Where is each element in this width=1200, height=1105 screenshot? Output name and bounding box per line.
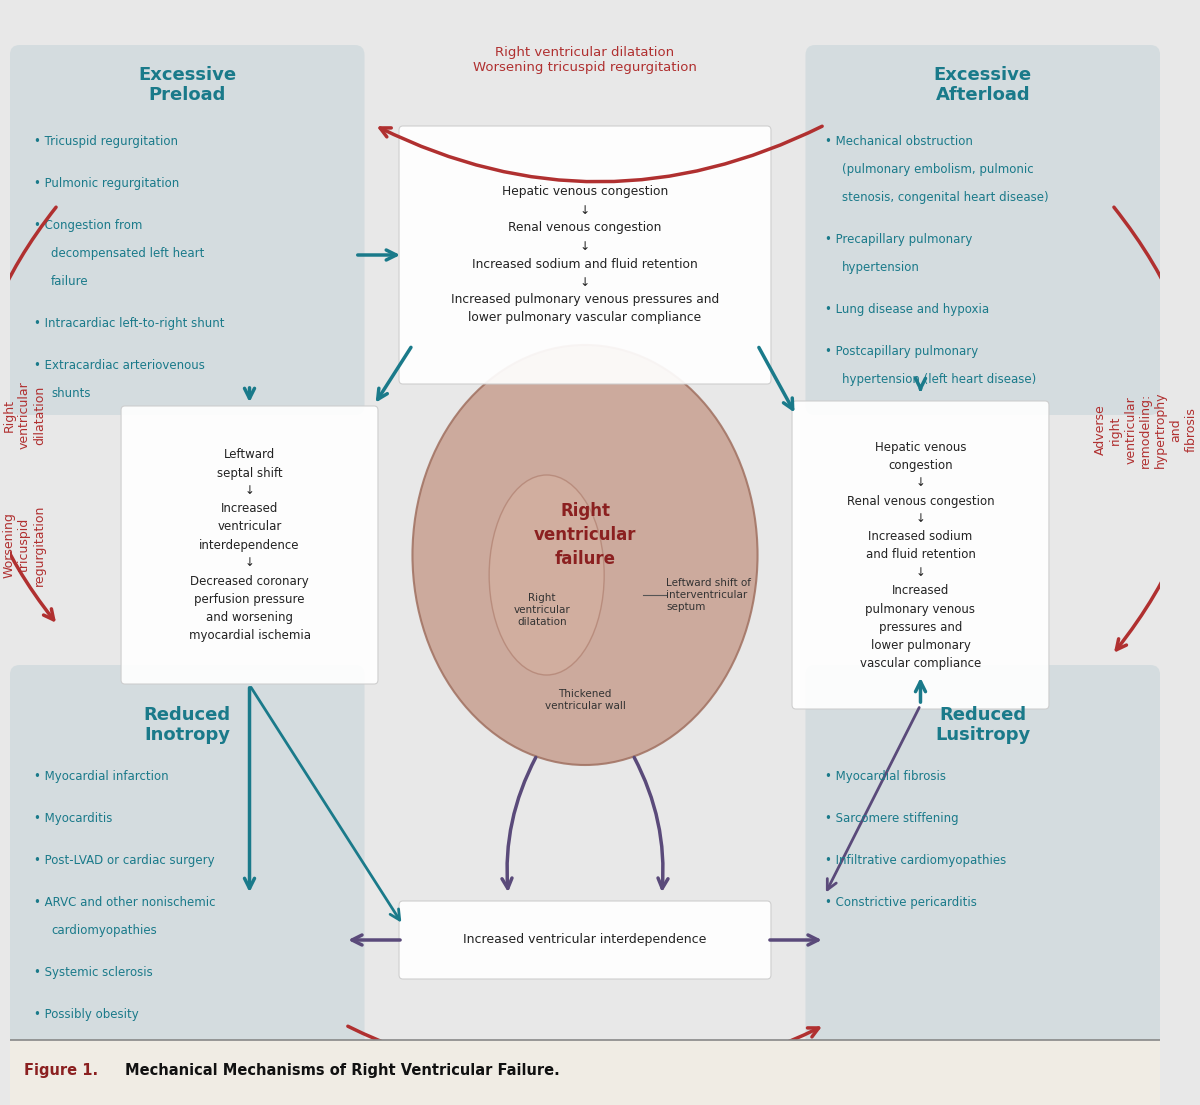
Text: Right
ventricular
dilatation: Right ventricular dilatation (2, 381, 46, 449)
Text: • Myocarditis: • Myocarditis (34, 812, 113, 825)
FancyBboxPatch shape (792, 401, 1049, 709)
FancyArrowPatch shape (635, 757, 668, 888)
Text: • Constrictive pericarditis: • Constrictive pericarditis (824, 896, 977, 909)
FancyBboxPatch shape (805, 45, 1160, 415)
FancyArrowPatch shape (0, 207, 56, 620)
Text: Hepatic venous congestion
↓
Renal venous congestion
↓
Increased sodium and fluid: Hepatic venous congestion ↓ Renal venous… (451, 186, 719, 325)
Text: Worsening
tricuspid
regurgitation: Worsening tricuspid regurgitation (2, 504, 46, 586)
Text: Excessive
Preload: Excessive Preload (138, 65, 236, 104)
FancyBboxPatch shape (10, 665, 365, 1065)
FancyBboxPatch shape (121, 406, 378, 684)
Text: hypertension: hypertension (842, 261, 919, 274)
Text: Excessive
Afterload: Excessive Afterload (934, 65, 1032, 104)
FancyBboxPatch shape (400, 901, 770, 979)
Text: • Mechanical obstruction: • Mechanical obstruction (824, 135, 972, 148)
Text: • Tricuspid regurgitation: • Tricuspid regurgitation (34, 135, 178, 148)
Text: Mechanical Mechanisms of Right Ventricular Failure.: Mechanical Mechanisms of Right Ventricul… (125, 1063, 559, 1077)
Text: • Possibly obesity: • Possibly obesity (34, 1008, 138, 1021)
Text: decompensated left heart: decompensated left heart (52, 248, 204, 260)
Text: • Lung disease and hypoxia: • Lung disease and hypoxia (824, 303, 989, 316)
Text: Right ventricular dilatation
Worsening tricuspid regurgitation: Right ventricular dilatation Worsening t… (473, 46, 697, 74)
Text: • Congestion from: • Congestion from (34, 219, 143, 232)
FancyArrowPatch shape (502, 757, 535, 888)
Text: • Pulmonic regurgitation: • Pulmonic regurgitation (34, 177, 179, 190)
Text: • Myocardial infarction: • Myocardial infarction (34, 770, 168, 783)
Text: cardiomyopathies: cardiomyopathies (52, 924, 157, 937)
Text: Adverse
right
ventricular
remodeling:
hypertrophy
and
fibrosis: Adverse right ventricular remodeling: hy… (1094, 392, 1198, 469)
Text: Leftward
septal shift
↓
Increased
ventricular
interdependence
↓
Decreased corona: Leftward septal shift ↓ Increased ventri… (188, 449, 311, 642)
Bar (10, 1040, 1160, 1105)
FancyArrowPatch shape (348, 1027, 818, 1085)
Text: • Systemic sclerosis: • Systemic sclerosis (34, 966, 152, 979)
FancyBboxPatch shape (805, 665, 1160, 1065)
Text: (pulmonary embolism, pulmonic: (pulmonary embolism, pulmonic (842, 164, 1033, 176)
Text: • Extracardiac arteriovenous: • Extracardiac arteriovenous (34, 359, 205, 372)
Text: shunts: shunts (52, 387, 90, 400)
Text: • Infiltrative cardiomyopathies: • Infiltrative cardiomyopathies (824, 854, 1006, 867)
Text: failure: failure (52, 275, 89, 288)
Text: • Post-LVAD or cardiac surgery: • Post-LVAD or cardiac surgery (34, 854, 215, 867)
Text: Increased ventricular interdependence: Increased ventricular interdependence (463, 934, 707, 947)
Text: • Sarcomere stiffening: • Sarcomere stiffening (824, 812, 959, 825)
Text: Right
ventricular
failure: Right ventricular failure (534, 503, 636, 568)
Text: Reduced
Inotropy: Reduced Inotropy (144, 706, 230, 745)
FancyBboxPatch shape (10, 45, 365, 415)
FancyBboxPatch shape (400, 126, 770, 385)
Text: • Myocardial fibrosis: • Myocardial fibrosis (824, 770, 946, 783)
Text: • Postcapillary pulmonary: • Postcapillary pulmonary (824, 345, 978, 358)
Ellipse shape (413, 345, 757, 765)
FancyArrowPatch shape (380, 126, 822, 181)
Ellipse shape (490, 475, 604, 675)
Text: • ARVC and other nonischemic: • ARVC and other nonischemic (34, 896, 215, 909)
Text: Adverse right ventricular
remodeling: hypertrophy and fibrosis: Adverse right ventricular remodeling: hy… (461, 1056, 709, 1084)
Text: Reduced
Lusitropy: Reduced Lusitropy (935, 706, 1031, 745)
Text: • Intracardiac left-to-right shunt: • Intracardiac left-to-right shunt (34, 317, 224, 330)
Text: • Precapillary pulmonary: • Precapillary pulmonary (824, 233, 972, 246)
Text: Figure 1.: Figure 1. (24, 1063, 98, 1077)
Text: stenosis, congenital heart disease): stenosis, congenital heart disease) (842, 191, 1049, 204)
FancyArrowPatch shape (1114, 207, 1200, 650)
Text: hypertension (left heart disease): hypertension (left heart disease) (842, 373, 1036, 386)
Text: Right
ventricular
dilatation: Right ventricular dilatation (514, 593, 570, 627)
Text: Leftward shift of
interventricular
septum: Leftward shift of interventricular septu… (666, 578, 751, 611)
Text: Hepatic venous
congestion
↓
Renal venous congestion
↓
Increased sodium
and fluid: Hepatic venous congestion ↓ Renal venous… (847, 441, 995, 670)
Text: Thickened
ventricular wall: Thickened ventricular wall (545, 690, 625, 711)
